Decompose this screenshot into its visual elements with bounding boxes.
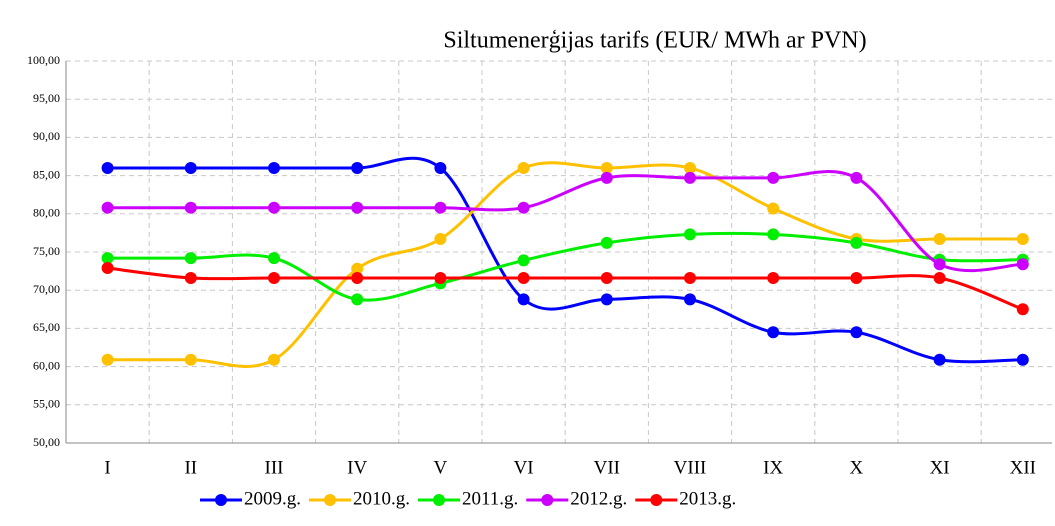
- point: [434, 161, 447, 174]
- point: [850, 171, 863, 184]
- legend-label: 2011.g.: [462, 488, 518, 509]
- point: [850, 326, 863, 339]
- point: [684, 161, 696, 174]
- point: [933, 233, 946, 246]
- point: [268, 201, 280, 214]
- point: [684, 171, 696, 184]
- point: [517, 254, 530, 267]
- point: [1016, 353, 1029, 366]
- point: [351, 161, 364, 174]
- point: [434, 233, 447, 246]
- x-tick-label: VI: [514, 457, 534, 478]
- point: [184, 353, 197, 366]
- legend-marker: [650, 494, 663, 506]
- x-tick-label: I: [104, 457, 110, 478]
- y-tick-label: 55,00: [33, 397, 60, 411]
- point: [517, 271, 530, 284]
- legend-label: 2013.g.: [679, 488, 736, 509]
- x-tick-label: IV: [347, 457, 367, 478]
- point: [933, 353, 946, 366]
- point: [517, 201, 530, 214]
- y-tick-label: 60,00: [33, 358, 60, 372]
- point: [184, 271, 197, 284]
- point: [600, 171, 613, 184]
- legend-marker: [324, 494, 336, 506]
- point: [767, 271, 780, 284]
- legend-marker: [433, 494, 445, 506]
- x-tick-label: III: [265, 457, 284, 478]
- point: [101, 161, 114, 174]
- y-tick-label: 90,00: [33, 129, 60, 143]
- point: [600, 161, 613, 174]
- point: [933, 258, 946, 271]
- y-tick-label: 80,00: [33, 206, 60, 220]
- point: [268, 252, 280, 265]
- y-tick-label: 75,00: [33, 244, 60, 258]
- legend-label: 2012.g.: [570, 488, 627, 509]
- legend-marker: [215, 494, 227, 506]
- point: [850, 271, 863, 284]
- y-tick-label: 50,00: [33, 435, 60, 449]
- point: [351, 271, 364, 284]
- legend-label: 2010.g.: [353, 488, 410, 509]
- point: [1016, 303, 1029, 316]
- point: [1016, 233, 1029, 246]
- point: [184, 252, 197, 265]
- point: [434, 201, 447, 214]
- point: [684, 293, 696, 306]
- point: [767, 228, 780, 241]
- point: [767, 326, 780, 339]
- point: [351, 201, 364, 214]
- point: [268, 161, 280, 174]
- point: [933, 271, 946, 284]
- point: [351, 262, 364, 275]
- point: [600, 271, 613, 284]
- point: [101, 252, 114, 265]
- y-tick-label: 95,00: [33, 91, 60, 105]
- legend-marker: [541, 494, 554, 506]
- point: [1016, 258, 1029, 271]
- point: [101, 201, 114, 214]
- x-tick-label: II: [184, 457, 197, 478]
- y-tick-label: 65,00: [33, 320, 60, 334]
- point: [434, 271, 447, 284]
- x-tick-label: VIII: [674, 457, 707, 478]
- x-tick-label: V: [434, 457, 448, 478]
- x-tick-label: XI: [930, 457, 950, 478]
- point: [600, 293, 613, 306]
- x-tick-label: IX: [763, 457, 783, 478]
- point: [684, 228, 696, 241]
- point: [268, 271, 280, 284]
- point: [850, 236, 863, 249]
- series-line: [107, 231, 1023, 302]
- series-line: [107, 266, 1024, 311]
- point: [684, 271, 696, 284]
- point: [101, 262, 114, 275]
- legend-label: 2009.g.: [244, 488, 301, 509]
- point: [517, 161, 530, 174]
- point: [184, 161, 197, 174]
- x-tick-label: XII: [1010, 457, 1036, 478]
- y-tick-label: 70,00: [33, 282, 60, 296]
- y-tick-label: 85,00: [33, 167, 60, 181]
- point: [268, 353, 280, 366]
- y-tick-label: 100,00: [27, 53, 60, 67]
- point: [600, 236, 613, 249]
- x-tick-label: VII: [594, 457, 620, 478]
- point: [184, 201, 197, 214]
- chart-title: Siltumenerģijas tarifs (EUR/ MWh ar PVN): [443, 28, 866, 54]
- x-tick-label: X: [850, 457, 864, 478]
- point: [767, 171, 780, 184]
- point: [767, 202, 780, 215]
- point: [517, 293, 530, 306]
- point: [101, 353, 114, 366]
- point: [351, 293, 364, 306]
